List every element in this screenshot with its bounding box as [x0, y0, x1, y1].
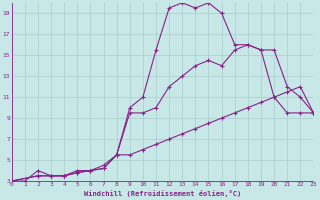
X-axis label: Windchill (Refroidissement éolien,°C): Windchill (Refroidissement éolien,°C)	[84, 190, 241, 197]
